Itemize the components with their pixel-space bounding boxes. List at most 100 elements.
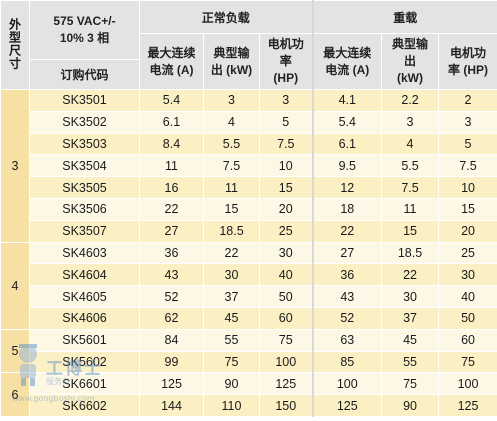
table-body: 3 SK3501 5.4 3 3 4.1 2.2 2 SK3502 6.1 4 5 5.4 3 3 SK350… [0,89,497,417]
order-code-cell: SK6601 [29,372,140,396]
heavy-current-cell: 125 [311,394,383,417]
table-row: SK3505 16 11 15 12 7.5 10 [1,176,497,199]
heavy-output-cell: 75 [381,372,440,396]
heavy-motor-cell: 2 [438,89,497,112]
heavy-motor-cell: 75 [438,350,497,374]
order-code-cell: SK5602 [29,350,140,374]
heavy-motor-cell: 5 [438,132,497,156]
normal-motor-cell: 20 [258,197,314,221]
normal-output-cell: 15 [203,197,260,221]
normal-current-cell: 52 [139,285,204,308]
heavy-current-cell: 12 [311,176,383,199]
normal-output-cell: 5.5 [203,132,260,156]
normal-motor-cell: 75 [258,328,314,352]
normal-current-cell: 22 [139,197,204,221]
order-code-cell: SK3504 [29,154,140,178]
heavy-output-cell: 4 [381,132,440,156]
heavy-current-header: 最大连续电流 (A) [311,33,383,90]
heavy-current-cell: 22 [311,219,383,243]
normal-motor-cell: 30 [258,241,314,265]
normal-current-cell: 8.4 [139,132,204,156]
voltage-header: 575 VAC+/- 10% 3 相 [29,0,140,60]
heavy-current-cell: 100 [311,372,383,396]
frame-size-cell: 5 [0,328,30,374]
heavy-motor-cell: 3 [438,110,497,134]
normal-current-cell: 11 [139,154,204,178]
heavy-output-cell: 3 [381,110,440,134]
heavy-motor-cell: 20 [438,219,497,243]
normal-output-cell: 110 [203,394,260,417]
normal-current-cell: 27 [139,219,204,243]
normal-output-cell: 37 [203,285,260,308]
normal-motor-cell: 50 [258,285,314,308]
normal-motor-cell: 3 [258,89,314,112]
heavy-motor-cell: 125 [438,394,497,417]
order-code-cell: SK3506 [29,197,140,221]
heavy-current-cell: 4.1 [311,89,383,112]
heavy-output-cell: 11 [381,197,440,221]
normal-motor-cell: 15 [258,176,314,199]
order-code-cell: SK3501 [29,89,140,112]
table-row: SK6602 144 110 150 125 90 125 [1,394,497,417]
normal-motor-cell: 5 [258,110,314,134]
normal-motor-cell: 125 [258,372,314,396]
normal-current-cell: 62 [139,306,204,330]
normal-motor-cell: 40 [258,263,314,287]
heavy-current-cell: 43 [311,285,383,308]
heavy-output-cell: 37 [381,306,440,330]
normal-current-header: 最大连续电流 (A) [139,33,204,90]
heavy-duty-header: 重载 [311,0,497,34]
table-row: SK4606 62 45 60 52 37 50 [1,306,497,330]
heavy-current-cell: 85 [311,350,383,374]
heavy-output-cell: 18.5 [381,241,440,265]
normal-current-cell: 125 [139,372,204,396]
heavy-output-cell: 15 [381,219,440,243]
heavy-output-cell: 2.2 [381,89,440,112]
order-code-cell: SK3505 [29,176,140,199]
normal-motor-cell: 150 [258,394,314,417]
normal-output-cell: 30 [203,263,260,287]
heavy-motor-cell: 30 [438,263,497,287]
heavy-motor-cell: 7.5 [438,154,497,178]
normal-motor-cell: 60 [258,306,314,330]
heavy-current-cell: 63 [311,328,383,352]
normal-output-cell: 45 [203,306,260,330]
heavy-motor-header: 电机功率 (HP) [438,33,497,90]
normal-output-cell: 7.5 [203,154,260,178]
normal-output-cell: 4 [203,110,260,134]
heavy-motor-cell: 25 [438,241,497,265]
table-row: SK3502 6.1 4 5 5.4 3 3 [1,110,497,134]
heavy-current-cell: 52 [311,306,383,330]
normal-output-cell: 3 [203,89,260,112]
normal-output-cell: 90 [203,372,260,396]
normal-current-cell: 5.4 [139,89,204,112]
normal-current-cell: 84 [139,328,204,352]
normal-output-cell: 75 [203,350,260,374]
heavy-current-cell: 36 [311,263,383,287]
frame-size-header: 外型尺寸 [0,0,30,90]
order-code-cell: SK5601 [29,328,140,352]
normal-current-cell: 144 [139,394,204,417]
normal-output-cell: 55 [203,328,260,352]
order-code-cell: SK4603 [29,241,140,265]
heavy-current-cell: 18 [311,197,383,221]
heavy-current-cell: 5.4 [311,110,383,134]
table-row: SK5602 99 75 100 85 55 75 [1,350,497,374]
table-row: SK3507 27 18.5 25 22 15 20 [1,219,497,243]
heavy-output-cell: 30 [381,285,440,308]
order-code-header: 订购代码 [29,59,140,90]
heavy-motor-cell: 60 [438,328,497,352]
normal-current-cell: 6.1 [139,110,204,134]
heavy-output-header: 典型输出 (kW) [381,33,440,90]
order-code-cell: SK6602 [29,394,140,417]
frame-size-label: 外型尺寸 [7,17,22,70]
order-code-cell: SK3507 [29,219,140,243]
table-row: SK3506 22 15 20 18 11 15 [1,197,497,221]
normal-current-cell: 43 [139,263,204,287]
table-row: 3 SK3501 5.4 3 3 4.1 2.2 2 [0,89,497,243]
order-code-cell: SK4604 [29,263,140,287]
heavy-current-cell: 6.1 [311,132,383,156]
normal-current-cell: 16 [139,176,204,199]
table-row: SK3504 11 7.5 10 9.5 5.5 7.5 [1,154,497,178]
heavy-output-cell: 55 [381,350,440,374]
